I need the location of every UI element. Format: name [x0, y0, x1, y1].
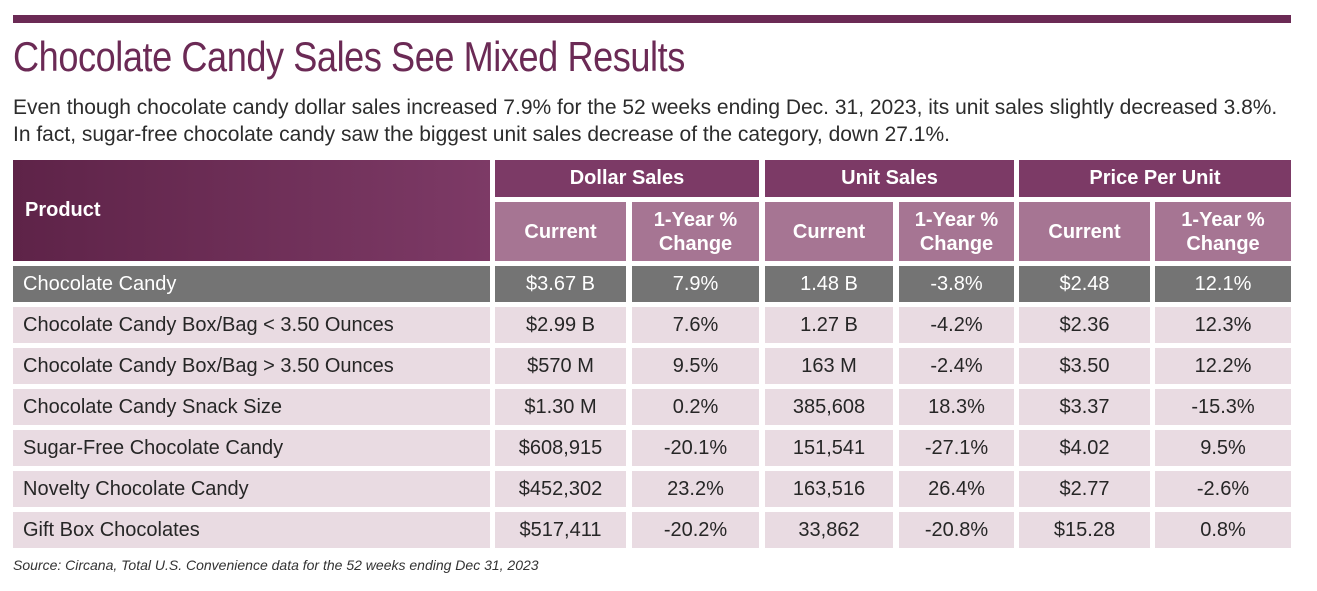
cell-price-change: 0.8% [1155, 512, 1291, 548]
sub-header-unit-change: 1-Year % Change [899, 202, 1014, 261]
group-header-unit-sales: Unit Sales [765, 160, 1014, 197]
cell-dollar-change: -20.2% [632, 512, 759, 548]
cell-product: Gift Box Chocolates [13, 512, 490, 548]
cell-dollar-change: -20.1% [632, 430, 759, 466]
sub-header-dollar-current: Current [495, 202, 626, 261]
cell-price-current: $3.50 [1019, 348, 1150, 384]
cell-price-current: $2.77 [1019, 471, 1150, 507]
cell-price-current: $2.36 [1019, 307, 1150, 343]
group-header-price-per-unit: Price Per Unit [1019, 160, 1291, 197]
sub-header-unit-current: Current [765, 202, 893, 261]
cell-unit-change: 26.4% [899, 471, 1014, 507]
cell-unit-current: 385,608 [765, 389, 893, 425]
cell-unit-change: -4.2% [899, 307, 1014, 343]
group-header-dollar-sales: Dollar Sales [495, 160, 759, 197]
cell-unit-current: 151,541 [765, 430, 893, 466]
top-rule [13, 15, 1291, 23]
cell-price-change: 12.2% [1155, 348, 1291, 384]
cell-price-change: 9.5% [1155, 430, 1291, 466]
cell-price-change: 12.1% [1155, 266, 1291, 302]
cell-product: Sugar-Free Chocolate Candy [13, 430, 490, 466]
cell-dollar-change: 9.5% [632, 348, 759, 384]
page-title: Chocolate Candy Sales See Mixed Results [13, 33, 685, 80]
cell-unit-change: 18.3% [899, 389, 1014, 425]
cell-product: Novelty Chocolate Candy [13, 471, 490, 507]
cell-dollar-change: 7.6% [632, 307, 759, 343]
product-header: Product [13, 160, 490, 261]
source-note: Source: Circana, Total U.S. Convenience … [13, 557, 539, 573]
cell-price-current: $15.28 [1019, 512, 1150, 548]
cell-unit-change: -27.1% [899, 430, 1014, 466]
cell-price-current: $4.02 [1019, 430, 1150, 466]
cell-price-change: -15.3% [1155, 389, 1291, 425]
sub-header-price-change: 1-Year % Change [1155, 202, 1291, 261]
cell-unit-current: 1.48 B [765, 266, 893, 302]
cell-unit-current: 33,862 [765, 512, 893, 548]
cell-dollar-current: $608,915 [495, 430, 626, 466]
cell-product: Chocolate Candy Box/Bag > 3.50 Ounces [13, 348, 490, 384]
cell-dollar-current: $570 M [495, 348, 626, 384]
cell-unit-current: 163 M [765, 348, 893, 384]
page-subtitle: Even though chocolate candy dollar sales… [13, 96, 1278, 146]
cell-product: Chocolate Candy Snack Size [13, 389, 490, 425]
sub-header-price-current: Current [1019, 202, 1150, 261]
cell-dollar-current: $1.30 M [495, 389, 626, 425]
cell-dollar-current: $452,302 [495, 471, 626, 507]
cell-unit-change: -20.8% [899, 512, 1014, 548]
cell-dollar-change: 7.9% [632, 266, 759, 302]
sub-header-dollar-change: 1-Year % Change [632, 202, 759, 261]
cell-unit-current: 1.27 B [765, 307, 893, 343]
cell-price-current: $3.37 [1019, 389, 1150, 425]
cell-dollar-change: 23.2% [632, 471, 759, 507]
sales-table: Product Dollar Sales Unit Sales Price Pe… [13, 160, 1291, 552]
cell-dollar-current: $2.99 B [495, 307, 626, 343]
cell-dollar-current: $517,411 [495, 512, 626, 548]
cell-unit-change: -3.8% [899, 266, 1014, 302]
cell-unit-current: 163,516 [765, 471, 893, 507]
cell-price-change: 12.3% [1155, 307, 1291, 343]
cell-unit-change: -2.4% [899, 348, 1014, 384]
cell-price-change: -2.6% [1155, 471, 1291, 507]
cell-product: Chocolate Candy [13, 266, 490, 302]
cell-dollar-change: 0.2% [632, 389, 759, 425]
cell-dollar-current: $3.67 B [495, 266, 626, 302]
cell-product: Chocolate Candy Box/Bag < 3.50 Ounces [13, 307, 490, 343]
cell-price-current: $2.48 [1019, 266, 1150, 302]
